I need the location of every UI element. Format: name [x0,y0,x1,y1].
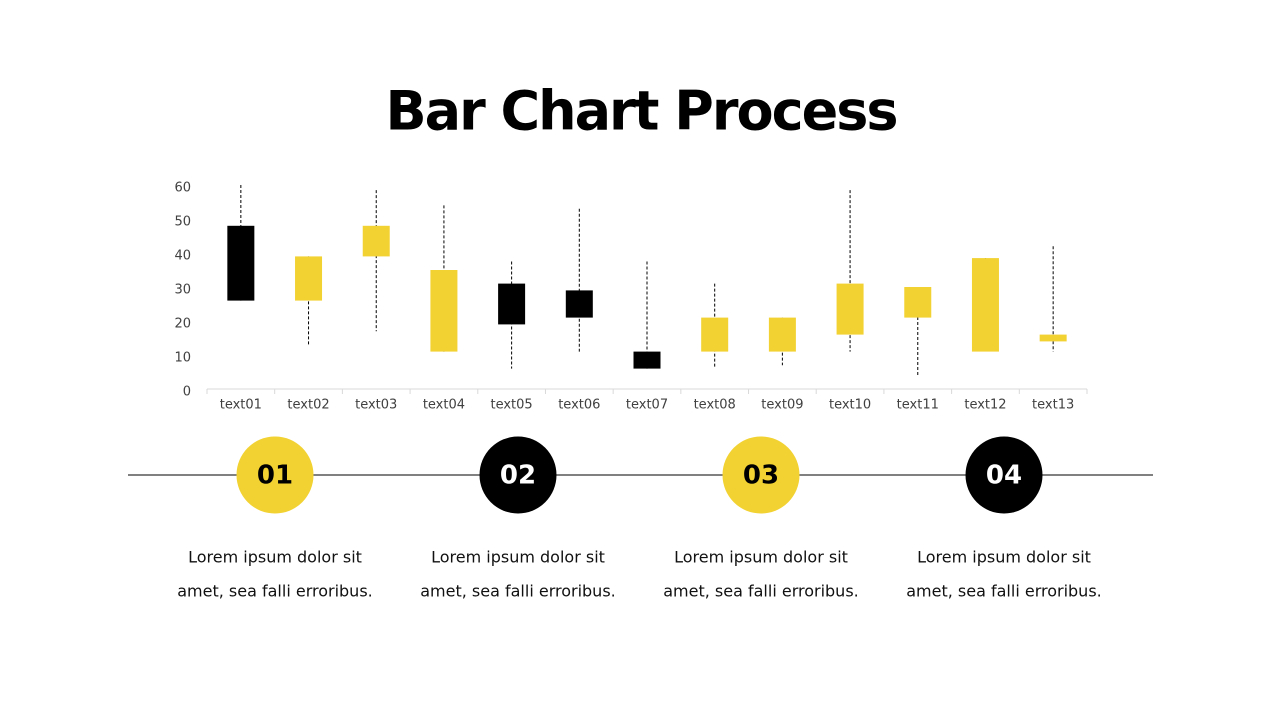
x-tick-label: text04 [423,398,465,413]
step-circle [236,436,314,514]
y-tick-label: 40 [174,249,191,264]
x-tick-label: text05 [491,398,533,413]
step-text: Lorem ipsum dolor sit [674,548,848,567]
step-number: 01 [257,461,293,491]
step-text: amet, sea falli erroribus. [420,582,616,601]
candle-body [295,256,323,301]
y-tick-label: 10 [174,351,191,366]
candle-body [565,290,593,318]
x-tick-label: text01 [220,398,262,413]
candle-body [430,270,458,352]
step-number: 04 [986,461,1022,491]
step-text: Lorem ipsum dolor sit [917,548,1091,567]
x-tick-label: text13 [1032,398,1074,413]
candle-body [498,283,526,325]
y-tick-label: 20 [174,317,191,332]
candle-body [227,225,255,301]
step-text: amet, sea falli erroribus. [906,582,1102,601]
candle-body [904,287,932,318]
x-tick-label: text06 [558,398,600,413]
step-text: Lorem ipsum dolor sit [188,548,362,567]
y-tick-label: 30 [174,283,191,298]
candle-body [1039,334,1067,342]
step-number: 02 [500,461,536,491]
candle-body [362,225,390,257]
candle-body [633,351,661,369]
x-tick-label: text12 [964,398,1006,413]
x-tick-label: text11 [897,398,939,413]
y-tick-label: 60 [174,181,191,196]
step-number: 03 [743,461,779,491]
step-text: amet, sea falli erroribus. [663,582,859,601]
step-circle [965,436,1043,514]
x-tick-label: text07 [626,398,668,413]
x-tick-label: text02 [287,398,329,413]
candle-body [701,317,729,352]
y-tick-label: 50 [174,215,191,230]
step-circle [722,436,800,514]
x-tick-label: text09 [761,398,803,413]
slide-title: Bar Chart Process [385,80,896,143]
step-circle [479,436,557,514]
y-tick-label: 0 [183,385,191,400]
step-text: Lorem ipsum dolor sit [431,548,605,567]
candle-body [768,317,796,352]
candle-body [836,283,864,335]
x-tick-label: text03 [355,398,397,413]
x-tick-label: text10 [829,398,871,413]
x-tick-label: text08 [694,398,736,413]
candle-body [971,258,999,352]
step-text: amet, sea falli erroribus. [177,582,373,601]
